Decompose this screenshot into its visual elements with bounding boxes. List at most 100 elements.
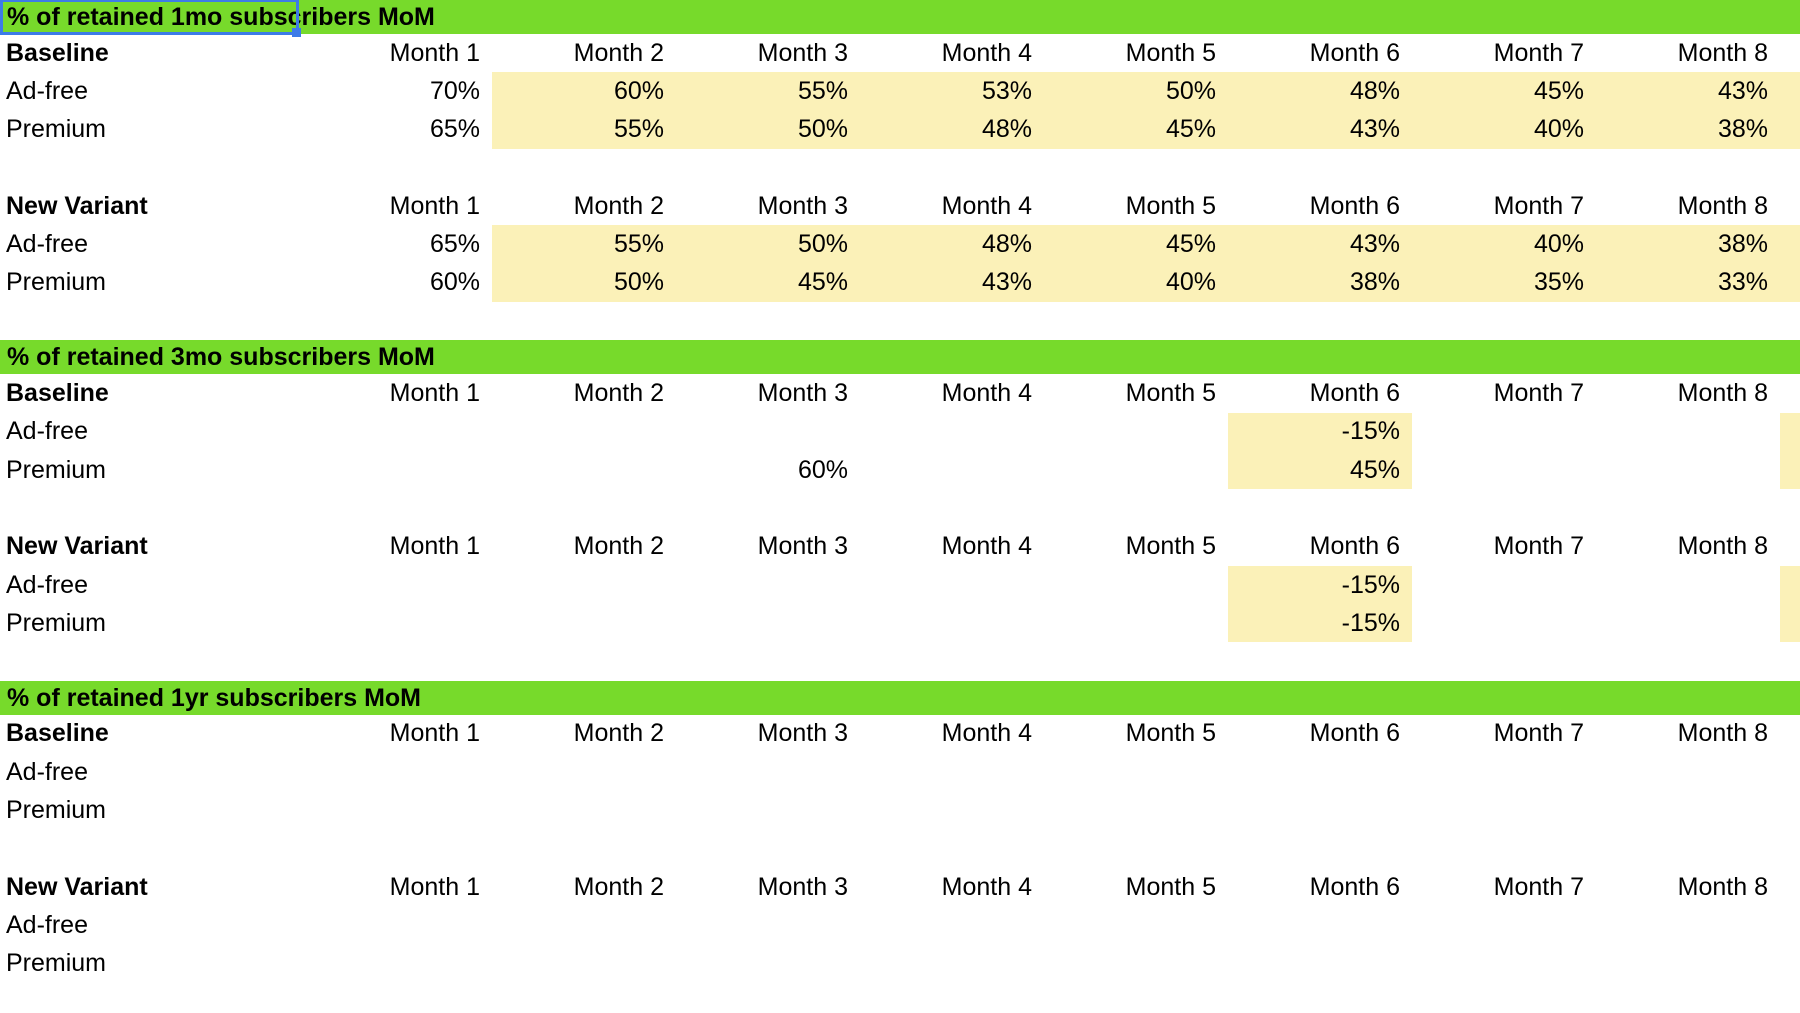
table-name-cell[interactable]: New Variant [6, 191, 148, 220]
value-cell[interactable]: 50% [492, 263, 676, 303]
value-cell[interactable] [1044, 945, 1228, 983]
month-header-cell[interactable]: Month 3 [757, 379, 848, 408]
month-header-cell[interactable]: Month 4 [941, 191, 1032, 220]
value-cell[interactable] [1596, 451, 1780, 489]
month-header-cell[interactable]: Month 5 [1125, 38, 1216, 67]
value-cell[interactable] [308, 906, 492, 944]
value-cell[interactable] [1412, 413, 1596, 451]
month-header-cell[interactable]: Month 2 [573, 191, 664, 220]
value-cell[interactable] [1228, 906, 1412, 944]
value-cell[interactable] [860, 604, 1044, 642]
value-cell[interactable] [676, 753, 860, 791]
overflow-column-cell[interactable] [1780, 604, 1800, 643]
table-name-cell[interactable]: New Variant [6, 532, 148, 561]
value-cell[interactable]: 65% [429, 230, 480, 259]
month-header-cell[interactable]: Month 6 [1309, 532, 1400, 561]
value-cell[interactable] [1044, 906, 1228, 944]
value-cell[interactable] [676, 566, 860, 604]
value-cell[interactable]: 50% [676, 225, 860, 264]
month-header-cell[interactable]: Month 4 [941, 872, 1032, 901]
table-name-cell[interactable]: Baseline [6, 719, 109, 748]
value-cell[interactable]: 43% [1228, 225, 1412, 264]
row-label-cell[interactable]: Premium [6, 115, 107, 144]
overflow-column-cell[interactable] [1780, 110, 1800, 149]
value-cell[interactable]: 43% [1228, 110, 1412, 149]
month-header-cell[interactable]: Month 4 [941, 379, 1032, 408]
value-cell[interactable] [860, 945, 1044, 983]
month-header-cell[interactable]: Month 3 [757, 38, 848, 67]
month-header-cell[interactable]: Month 3 [757, 872, 848, 901]
overflow-column-cell[interactable] [1780, 791, 1800, 829]
month-header-cell[interactable]: Month 5 [1125, 719, 1216, 748]
value-cell[interactable]: 60% [429, 268, 480, 297]
overflow-column-cell[interactable] [1780, 906, 1800, 944]
section-title-cell[interactable]: % of retained 1yr subscribers MoM [7, 683, 422, 712]
row-label-cell[interactable]: Ad-free [6, 757, 88, 786]
value-cell[interactable]: 45% [1412, 72, 1596, 111]
month-header-cell[interactable]: Month 7 [1493, 191, 1584, 220]
value-cell[interactable] [1596, 413, 1780, 451]
value-cell[interactable] [676, 906, 860, 944]
table-name-cell[interactable]: New Variant [6, 872, 148, 901]
row-label-cell[interactable]: Premium [6, 608, 107, 637]
value-cell[interactable]: 33% [1596, 263, 1780, 303]
value-cell[interactable] [1596, 566, 1780, 604]
value-cell[interactable] [1044, 791, 1228, 829]
month-header-cell[interactable]: Month 6 [1309, 719, 1400, 748]
month-header-cell[interactable]: Month 4 [941, 38, 1032, 67]
row-label-cell[interactable]: Ad-free [6, 910, 88, 939]
value-cell[interactable] [860, 906, 1044, 944]
value-cell[interactable] [860, 753, 1044, 791]
value-cell[interactable] [1412, 945, 1596, 983]
value-cell[interactable] [492, 566, 676, 604]
month-header-cell[interactable]: Month 2 [573, 872, 664, 901]
value-cell[interactable]: 45% [1044, 110, 1228, 149]
value-cell[interactable] [308, 945, 492, 983]
value-cell[interactable] [1412, 753, 1596, 791]
month-header-cell[interactable]: Month 2 [573, 532, 664, 561]
month-header-cell[interactable]: Month 8 [1677, 379, 1768, 408]
value-cell[interactable]: 60% [797, 455, 848, 484]
value-cell[interactable] [308, 566, 492, 604]
value-cell[interactable]: 55% [676, 72, 860, 111]
value-cell[interactable] [1044, 413, 1228, 451]
month-header-cell[interactable]: Month 3 [757, 191, 848, 220]
value-cell[interactable] [676, 945, 860, 983]
overflow-column-cell[interactable] [1780, 34, 1800, 72]
value-cell[interactable]: 55% [492, 110, 676, 149]
month-header-cell[interactable]: Month 7 [1493, 872, 1584, 901]
month-header-cell[interactable]: Month 1 [389, 872, 480, 901]
value-cell[interactable]: 45% [1044, 225, 1228, 264]
value-cell[interactable] [860, 413, 1044, 451]
value-cell[interactable] [492, 413, 676, 451]
value-cell[interactable] [860, 566, 1044, 604]
month-header-cell[interactable]: Month 4 [941, 532, 1032, 561]
value-cell[interactable] [308, 604, 492, 642]
value-cell[interactable] [1596, 906, 1780, 944]
value-cell[interactable] [860, 791, 1044, 829]
month-header-cell[interactable]: Month 8 [1677, 191, 1768, 220]
month-header-cell[interactable]: Month 8 [1677, 872, 1768, 901]
month-header-cell[interactable]: Month 5 [1125, 872, 1216, 901]
value-cell[interactable] [676, 791, 860, 829]
value-cell[interactable]: 70% [429, 76, 480, 105]
value-cell[interactable]: 48% [860, 110, 1044, 149]
overflow-column-cell[interactable] [1780, 528, 1800, 566]
value-cell[interactable] [492, 906, 676, 944]
overflow-column-cell[interactable] [1780, 374, 1800, 412]
value-cell[interactable] [676, 604, 860, 642]
value-cell[interactable]: 43% [1596, 72, 1780, 111]
value-cell[interactable] [1596, 753, 1780, 791]
value-cell[interactable] [1412, 566, 1596, 604]
row-label-cell[interactable]: Ad-free [6, 417, 88, 446]
value-cell[interactable]: 50% [1044, 72, 1228, 111]
value-cell[interactable]: 55% [492, 225, 676, 264]
value-cell[interactable]: -15% [1228, 565, 1412, 605]
overflow-column-cell[interactable] [1780, 72, 1800, 111]
month-header-cell[interactable]: Month 1 [389, 532, 480, 561]
month-header-cell[interactable]: Month 8 [1677, 38, 1768, 67]
value-cell[interactable]: 38% [1596, 225, 1780, 264]
month-header-cell[interactable]: Month 4 [941, 719, 1032, 748]
value-cell[interactable] [492, 791, 676, 829]
value-cell[interactable] [308, 451, 492, 489]
